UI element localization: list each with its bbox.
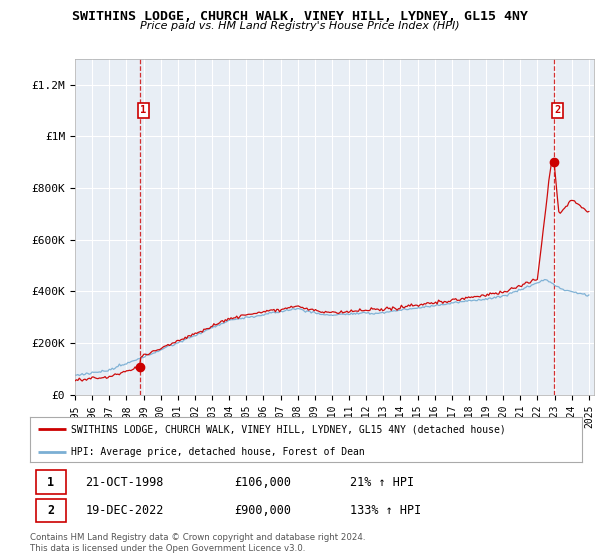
FancyBboxPatch shape (35, 498, 66, 522)
Text: HPI: Average price, detached house, Forest of Dean: HPI: Average price, detached house, Fore… (71, 447, 365, 457)
Text: SWITHINS LODGE, CHURCH WALK, VINEY HILL, LYDNEY, GL15 4NY (detached house): SWITHINS LODGE, CHURCH WALK, VINEY HILL,… (71, 424, 506, 435)
Text: Contains HM Land Registry data © Crown copyright and database right 2024.
This d: Contains HM Land Registry data © Crown c… (30, 533, 365, 553)
Text: 133% ↑ HPI: 133% ↑ HPI (350, 504, 421, 517)
Text: 2: 2 (554, 105, 560, 115)
Text: 19-DEC-2022: 19-DEC-2022 (85, 504, 164, 517)
Text: 1: 1 (140, 105, 146, 115)
Text: £106,000: £106,000 (234, 476, 291, 489)
Text: £900,000: £900,000 (234, 504, 291, 517)
Text: Price paid vs. HM Land Registry's House Price Index (HPI): Price paid vs. HM Land Registry's House … (140, 21, 460, 31)
Text: 21-OCT-1998: 21-OCT-1998 (85, 476, 164, 489)
Text: 21% ↑ HPI: 21% ↑ HPI (350, 476, 414, 489)
FancyBboxPatch shape (35, 470, 66, 494)
Text: SWITHINS LODGE, CHURCH WALK, VINEY HILL, LYDNEY, GL15 4NY: SWITHINS LODGE, CHURCH WALK, VINEY HILL,… (72, 10, 528, 23)
Text: 1: 1 (47, 476, 54, 489)
Text: 2: 2 (47, 504, 54, 517)
